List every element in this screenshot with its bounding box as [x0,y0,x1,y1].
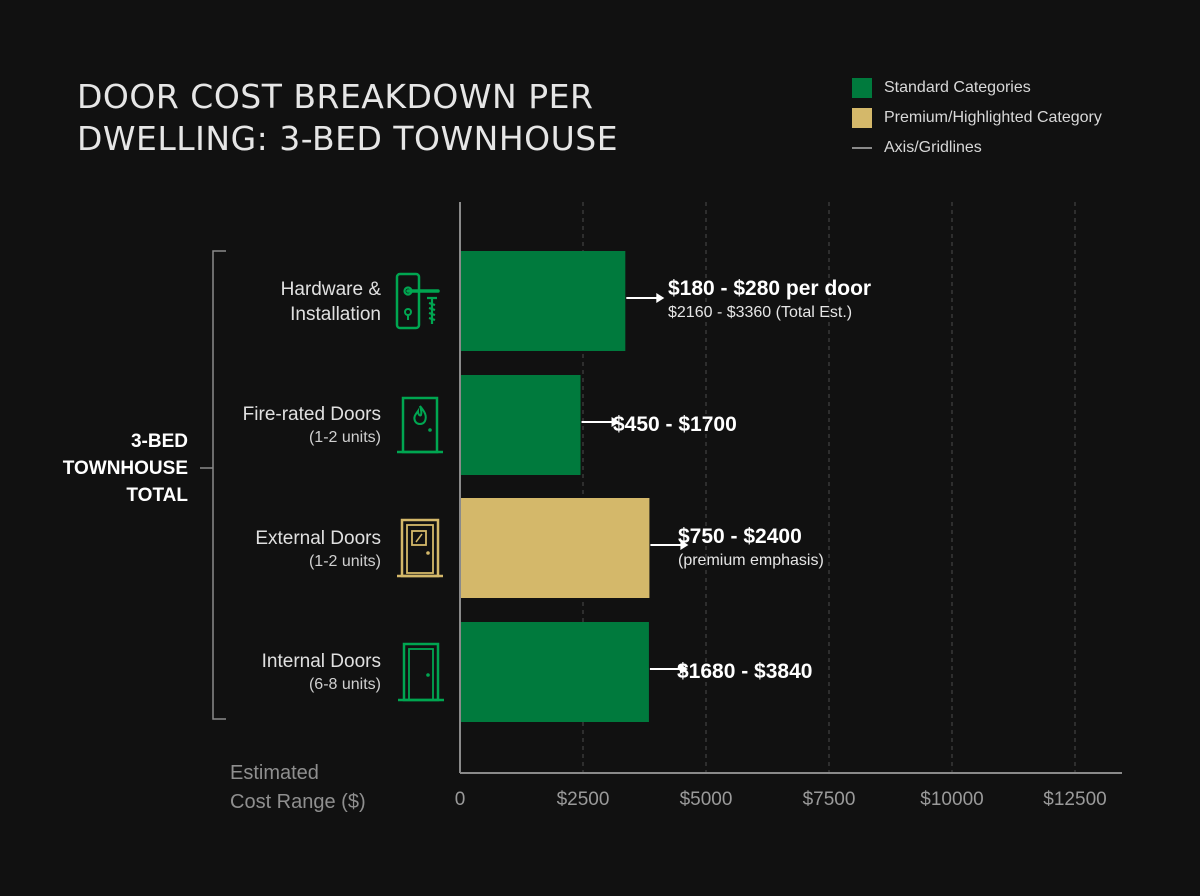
x-tick-label-2: $5000 [680,789,733,810]
internal-door-icon [398,642,444,702]
row-label-hardware-line2: Installation [290,304,381,325]
legend-swatch-premium [852,108,872,128]
legend-swatch-standard [852,78,872,98]
door-handle-screw-icon [395,272,440,330]
group-label-line2: TOWNHOUSE [62,458,188,479]
annotation-hardware-main: $180 - $280 per door [668,277,872,300]
annotation-external-main: $750 - $2400 [678,525,802,548]
annotation-external-sub: (premium emphasis) [678,552,824,569]
annotation-fire-rated-main: $450 - $1700 [613,413,737,436]
legend-label-premium: Premium/Highlighted Category [884,109,1102,126]
row-label-external: External Doors (1-2 units) [255,526,381,573]
bar-arrow-head-0 [656,293,665,303]
annotation-fire-rated: $450 - $1700 [613,412,737,438]
group-label-line3: TOTAL [126,485,188,506]
x-tick-label-4: $10000 [920,789,983,810]
row-label-hardware: Hardware & Installation [281,277,381,327]
row-label-external-line1: External Doors [255,528,381,549]
row-label-external-line2: (1-2 units) [308,553,381,570]
group-bracket [212,250,226,720]
legend: Standard Categories Premium/Highlighted … [852,73,1102,163]
x-tick-label-0: 0 [455,789,466,810]
legend-label-standard: Standard Categories [884,79,1031,96]
bar-1 [460,375,581,475]
bar-3 [460,622,649,722]
bar-0 [460,251,626,351]
axis-label-line2: Cost Range ($) [230,791,366,813]
annotation-internal: $1680 - $3840 [677,659,812,685]
chart-title: DOOR COST BREAKDOWN PER DWELLING: 3-BED … [77,76,777,160]
legend-item-axis: Axis/Gridlines [852,133,1102,163]
fire-door-icon [397,396,443,454]
row-label-hardware-line1: Hardware & [280,279,381,300]
chart-title-line1: DOOR COST BREAKDOWN PER [77,77,594,116]
x-tick-label-3: $7500 [803,789,856,810]
x-tick-label-5: $12500 [1043,789,1106,810]
annotation-internal-main: $1680 - $3840 [677,660,813,683]
annotation-hardware: $180 - $280 per door $2160 - $3360 (Tota… [668,276,871,324]
annotation-hardware-sub: $2160 - $3360 (Total Est.) [668,304,853,321]
row-label-fire-rated-line2: (1-2 units) [308,429,381,446]
bar-2 [460,498,650,598]
external-door-icon [397,518,443,578]
chart-title-line2: DWELLING: 3-BED TOWNHOUSE [77,119,619,158]
legend-label-axis: Axis/Gridlines [884,139,982,156]
row-label-internal-line1: Internal Doors [261,651,381,672]
axis-label-line1: Estimated [230,762,319,784]
row-label-fire-rated: Fire-rated Doors (1-2 units) [243,402,381,449]
annotation-external: $750 - $2400 (premium emphasis) [678,524,824,572]
bar-arrow-head-1 [611,417,620,427]
legend-item-standard: Standard Categories [852,73,1102,103]
row-label-internal: Internal Doors (6-8 units) [262,649,381,696]
axis-label: Estimated Cost Range ($) [230,759,366,817]
bar-arrow-head-3 [679,664,688,674]
legend-item-premium: Premium/Highlighted Category [852,103,1102,133]
group-label-line1: 3-BED [130,431,188,452]
legend-line-axis [852,147,872,149]
row-label-fire-rated-line1: Fire-rated Doors [242,404,381,425]
row-label-internal-line2: (6-8 units) [308,676,381,693]
bar-arrow-head-2 [680,540,689,550]
group-label: 3-BED TOWNHOUSE TOTAL [20,428,188,509]
x-tick-label-1: $2500 [557,789,610,810]
